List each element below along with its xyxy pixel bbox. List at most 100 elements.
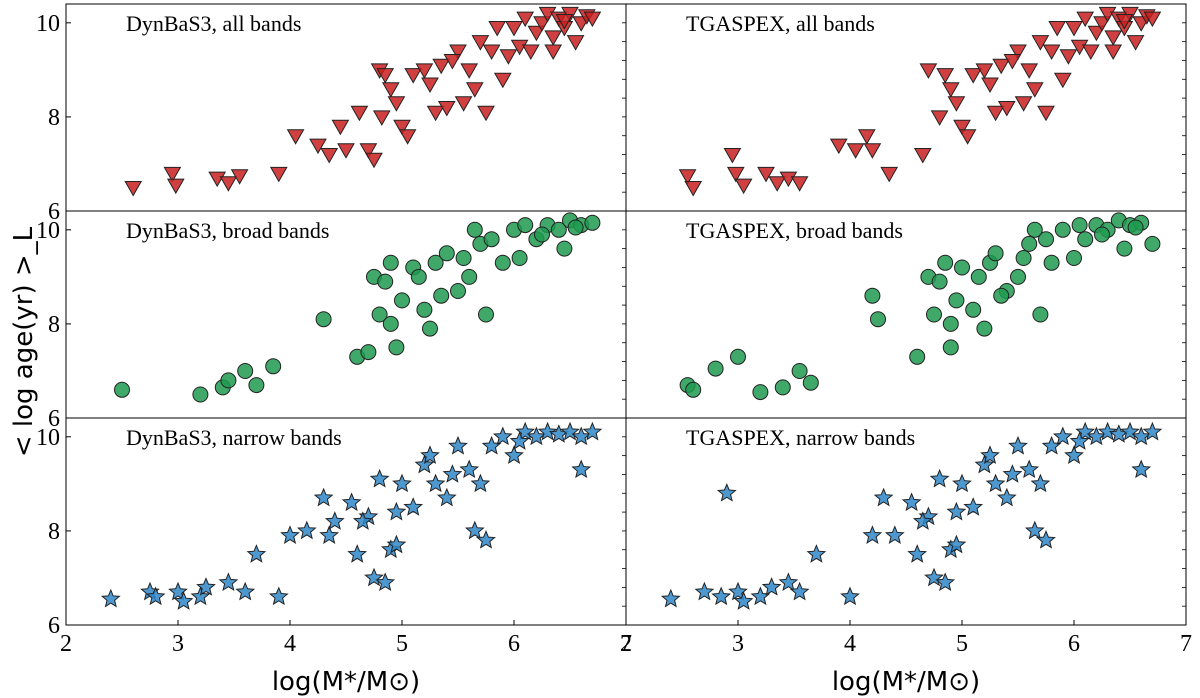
data-point	[533, 16, 551, 32]
data-point	[953, 119, 971, 136]
data-point	[459, 459, 480, 479]
data-point	[734, 178, 753, 195]
data-point	[930, 110, 949, 126]
data-point	[555, 14, 574, 30]
data-point	[954, 259, 970, 276]
data-point	[1059, 49, 1078, 65]
data-point	[857, 129, 876, 145]
x-tick-label: 3	[172, 631, 184, 657]
data-point	[985, 473, 1006, 493]
data-point	[1076, 11, 1095, 28]
data-point	[442, 464, 463, 483]
data-point	[685, 381, 702, 398]
x-tick-label: 6	[508, 631, 520, 657]
data-point	[926, 306, 942, 323]
panel-frame	[625, 417, 1187, 626]
data-point	[315, 311, 332, 328]
data-point	[963, 497, 984, 516]
data-point	[534, 226, 550, 243]
panel-grid: 6 8 10 DynBaS3, all bands TGASPEX, all bands…	[36, 3, 1192, 657]
data-point	[248, 377, 265, 394]
panel-title: TGASPEX, all bands	[686, 11, 875, 36]
data-point	[761, 577, 782, 596]
y-tick-label: 6	[48, 406, 60, 432]
data-point	[163, 166, 182, 183]
data-point	[752, 384, 769, 401]
panel-6: 2 3 4 5 6 7 TGASPEX, narrow bands	[620, 417, 1192, 657]
x-tick-label: 7	[620, 631, 632, 657]
data-point	[403, 497, 424, 516]
data-point	[526, 426, 547, 446]
data-point	[494, 254, 511, 271]
data-point	[414, 454, 435, 474]
data-point	[992, 58, 1011, 75]
x-tick-label: 2	[60, 631, 72, 657]
data-point	[460, 63, 479, 79]
data-point	[1032, 306, 1049, 323]
data-point	[313, 487, 334, 507]
data-point	[527, 25, 546, 42]
data-point	[448, 435, 468, 455]
data-point	[341, 492, 362, 512]
data-point	[1086, 426, 1107, 446]
data-point	[516, 11, 535, 28]
data-point	[707, 360, 724, 377]
data-point	[936, 68, 955, 84]
data-point	[778, 572, 799, 591]
data-point	[1131, 426, 1152, 446]
data-point	[466, 221, 483, 238]
data-point	[1038, 231, 1054, 248]
data-point	[269, 166, 288, 183]
y-tick-label: 8	[48, 312, 60, 338]
data-point	[1126, 35, 1145, 51]
panel-title: DynBaS3, narrow bands	[126, 425, 342, 450]
data-point	[774, 379, 791, 396]
data-point	[437, 101, 456, 117]
data-point	[912, 511, 933, 530]
x-tick-label: 5	[956, 631, 968, 657]
data-point	[517, 217, 534, 234]
data-point	[398, 129, 417, 145]
data-point	[220, 372, 237, 389]
data-point	[1030, 473, 1051, 493]
data-point	[410, 268, 427, 285]
data-point	[1120, 421, 1140, 441]
data-point	[981, 77, 999, 94]
panel-2: TGASPEX, all bands	[625, 3, 1187, 212]
data-point	[846, 143, 865, 159]
data-point	[733, 591, 754, 610]
data-point	[946, 534, 967, 554]
data-point	[964, 68, 983, 84]
data-point	[1087, 25, 1106, 42]
data-point	[465, 82, 484, 98]
data-point	[471, 35, 490, 51]
y-tick-label: 10	[36, 11, 60, 37]
data-point	[1064, 445, 1084, 464]
x-tick-label: 3	[732, 631, 744, 657]
y-tick-label: 10	[36, 218, 60, 244]
data-point	[1020, 63, 1039, 79]
data-point	[716, 483, 737, 502]
data-point	[1071, 217, 1088, 234]
data-point	[1143, 11, 1162, 28]
data-point	[1048, 21, 1067, 37]
data-point	[369, 468, 390, 488]
data-point	[477, 105, 495, 122]
data-point	[1021, 235, 1038, 252]
data-point	[1025, 82, 1044, 98]
data-point	[443, 54, 462, 70]
data-point	[124, 181, 143, 197]
data-point	[1042, 44, 1061, 61]
data-point	[750, 586, 771, 606]
data-point	[1003, 54, 1022, 70]
data-point	[309, 138, 327, 155]
data-point	[386, 534, 407, 554]
data-point	[166, 178, 185, 195]
data-point	[678, 169, 697, 185]
data-point	[571, 426, 592, 446]
panel-title: TGASPEX, narrow bands	[686, 425, 915, 450]
data-point	[556, 240, 573, 257]
data-point	[493, 72, 512, 89]
y-tick-label: 10	[36, 425, 60, 451]
data-point	[952, 473, 972, 493]
